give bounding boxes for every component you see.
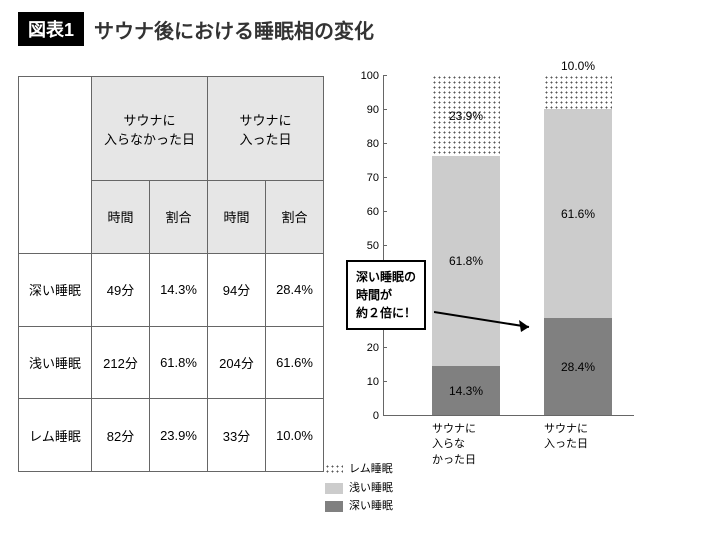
cell: 10.0% xyxy=(266,399,324,472)
callout-box: 深い睡眠の 時間が 約２倍に！ xyxy=(346,260,426,330)
bar-segment-light: 61.6% xyxy=(544,109,612,318)
legend-label: 浅い睡眠 xyxy=(349,479,393,498)
bar: 10.0%61.6%28.4% xyxy=(544,75,612,415)
plot-area: 深い睡眠の 時間が 約２倍に！ 23.9%61.8%14.3%10.0%61.6… xyxy=(384,76,634,416)
legend-item: 深い睡眠 xyxy=(325,497,393,516)
cell: 33分 xyxy=(208,399,266,472)
subhead-ratio-2: 割合 xyxy=(266,181,324,254)
legend-swatch xyxy=(325,501,343,512)
chart-legend: レム睡眠浅い睡眠深い睡眠 xyxy=(325,460,393,516)
table-corner xyxy=(19,77,92,254)
y-tick: 60 xyxy=(367,206,379,218)
figure-title: サウナ後における睡眠相の変化 xyxy=(94,15,374,44)
sleep-phase-table: サウナに 入らなかった日 サウナに 入った日 時間 割合 時間 割合 深い睡眠 … xyxy=(18,76,324,472)
legend-swatch xyxy=(325,483,343,494)
segment-value-label: 10.0% xyxy=(559,59,597,73)
bar-segment-deep: 14.3% xyxy=(432,366,500,415)
table-row: レム睡眠 82分 23.9% 33分 10.0% xyxy=(19,399,324,472)
y-tick: 0 xyxy=(373,410,379,422)
cell: 94分 xyxy=(208,253,266,326)
cell: 61.6% xyxy=(266,326,324,399)
legend-item: 浅い睡眠 xyxy=(325,479,393,498)
subhead-ratio-1: 割合 xyxy=(150,181,208,254)
y-tick: 10 xyxy=(367,376,379,388)
cell: 23.9% xyxy=(150,399,208,472)
y-axis: 0102030405060708090100 xyxy=(354,76,384,416)
cell: 28.4% xyxy=(266,253,324,326)
row-label: 深い睡眠 xyxy=(19,253,92,326)
row-label: レム睡眠 xyxy=(19,399,92,472)
bar-segment-rem: 23.9% xyxy=(432,75,500,156)
y-tick: 80 xyxy=(367,138,379,150)
legend-label: 深い睡眠 xyxy=(349,497,393,516)
x-axis-label: サウナに 入らな かった日 xyxy=(432,422,476,468)
bar-segment-deep: 28.4% xyxy=(544,318,612,415)
subhead-time-1: 時間 xyxy=(92,181,150,254)
subhead-time-2: 時間 xyxy=(208,181,266,254)
y-tick: 50 xyxy=(367,240,379,252)
cell: 61.8% xyxy=(150,326,208,399)
row-label: 浅い睡眠 xyxy=(19,326,92,399)
table-row: 深い睡眠 49分 14.3% 94分 28.4% xyxy=(19,253,324,326)
figure-badge: 図表1 xyxy=(18,12,84,46)
callout-text: 深い睡眠の 時間が 約２倍に！ xyxy=(356,268,416,322)
cell: 204分 xyxy=(208,326,266,399)
x-axis-labels: サウナに 入らな かった日 サウナに 入った日 xyxy=(384,422,634,472)
col-group-sauna: サウナに 入った日 xyxy=(208,77,324,181)
cell: 14.3% xyxy=(150,253,208,326)
legend-label: レム睡眠 xyxy=(349,460,393,479)
x-axis-label: サウナに 入った日 xyxy=(544,422,588,453)
y-tick: 20 xyxy=(367,342,379,354)
cell: 212分 xyxy=(92,326,150,399)
callout-arrow-icon xyxy=(434,302,544,352)
bar: 23.9%61.8%14.3% xyxy=(432,75,500,415)
col-group-no-sauna: サウナに 入らなかった日 xyxy=(92,77,208,181)
bar-segment-rem: 10.0% xyxy=(544,75,612,109)
legend-swatch xyxy=(325,464,343,475)
y-tick: 70 xyxy=(367,172,379,184)
y-tick: 90 xyxy=(367,104,379,116)
cell: 82分 xyxy=(92,399,150,472)
table-row: 浅い睡眠 212分 61.8% 204分 61.6% xyxy=(19,326,324,399)
legend-item: レム睡眠 xyxy=(325,460,393,479)
figure-header: 図表1 サウナ後における睡眠相の変化 xyxy=(18,12,692,46)
cell: 49分 xyxy=(92,253,150,326)
stacked-bar-chart: 0102030405060708090100 深い睡眠の 時間が 約２倍に！ 2… xyxy=(354,76,634,472)
y-tick: 100 xyxy=(361,70,379,82)
